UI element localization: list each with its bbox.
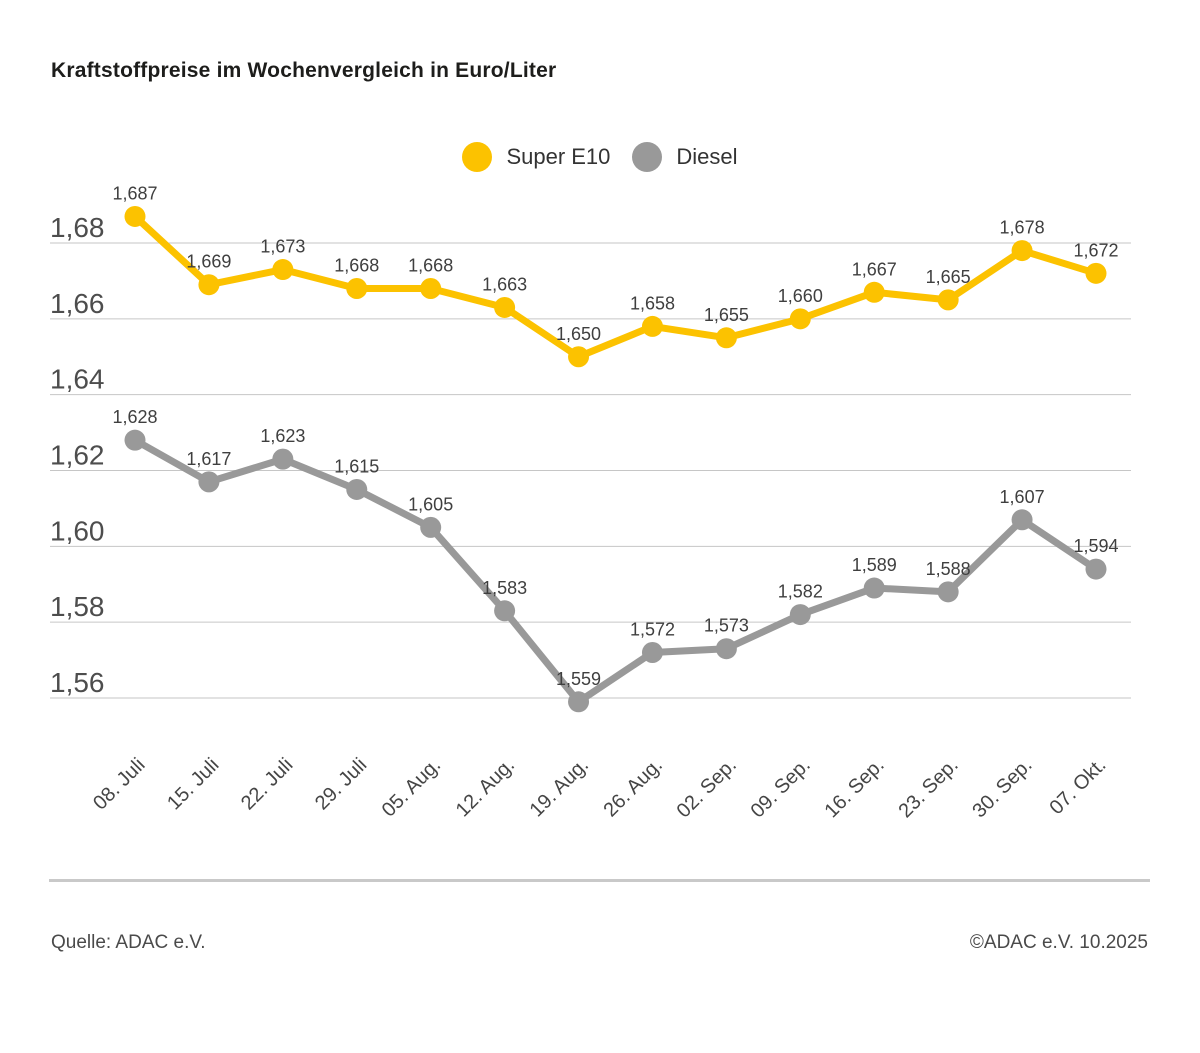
super-e10-data-label: 1,650 — [556, 324, 601, 344]
diesel-data-label: 1,572 — [630, 620, 675, 640]
x-tick-label: 19. Aug. — [526, 754, 593, 821]
diesel-data-label: 1,617 — [186, 449, 231, 469]
diesel-data-label: 1,615 — [334, 456, 379, 476]
super-e10-marker — [198, 274, 220, 296]
super-e10-data-label: 1,673 — [260, 237, 305, 257]
x-tick-label: 07. Okt. — [1045, 754, 1110, 819]
diesel-marker — [1085, 558, 1107, 580]
x-tick-label: 08. Juli — [89, 754, 149, 814]
y-tick-label: 1,56 — [50, 667, 105, 698]
super-e10-data-label: 1,655 — [704, 305, 749, 325]
y-tick-label: 1,62 — [50, 440, 105, 471]
legend: Super E10 Diesel — [0, 142, 1200, 172]
super-e10-marker — [420, 278, 442, 300]
diesel-marker — [863, 577, 885, 599]
super-e10-data-label: 1,669 — [186, 252, 231, 272]
diesel-data-label: 1,594 — [1073, 536, 1118, 556]
super-e10-data-label: 1,660 — [778, 286, 823, 306]
footer-copyright: ©ADAC e.V. 10.2025 — [969, 932, 1148, 953]
diesel-marker — [346, 478, 368, 500]
diesel-marker — [789, 604, 811, 626]
diesel-line — [131, 436, 1100, 706]
super-e10-data-label: 1,672 — [1073, 240, 1118, 260]
x-tick-label: 30. Sep. — [968, 754, 1036, 822]
super-e10-marker — [641, 315, 663, 337]
x-tick-label: 05. Aug. — [378, 754, 445, 821]
super-e10-data-label: 1,668 — [408, 256, 453, 276]
diesel-marker — [568, 691, 590, 713]
diesel-marker — [1011, 509, 1033, 531]
diesel-marker — [641, 642, 663, 664]
super-e10-marker — [1011, 240, 1033, 262]
y-tick-label: 1,60 — [50, 515, 105, 546]
super-e10-data-label: 1,678 — [1000, 218, 1045, 238]
super-e10-marker — [272, 259, 294, 281]
super-e10-marker — [568, 346, 590, 368]
super-e10-marker — [863, 281, 885, 303]
diesel-marker — [420, 516, 442, 538]
super-e10-data-label: 1,663 — [482, 274, 527, 294]
y-tick-label: 1,64 — [50, 364, 105, 395]
y-tick-label: 1,58 — [50, 591, 105, 622]
legend-item-super-e10: Super E10 — [462, 142, 610, 172]
diesel-marker — [124, 429, 146, 451]
diesel-data-label: 1,623 — [260, 426, 305, 446]
diesel-marker — [198, 471, 220, 493]
super-e10-data-label: 1,668 — [334, 256, 379, 276]
diesel-data-label: 1,588 — [926, 559, 971, 579]
footer-source: Quelle: ADAC e.V. — [51, 932, 206, 953]
x-tick-label: 22. Juli — [237, 754, 297, 814]
diesel-data-label: 1,589 — [852, 555, 897, 575]
diesel-marker — [715, 638, 737, 660]
x-tick-label: 12. Aug. — [452, 754, 519, 821]
y-tick-label: 1,68 — [50, 212, 105, 243]
super-e10-marker — [715, 327, 737, 349]
x-tick-label: 29. Juli — [311, 754, 371, 814]
super-e10-data-label: 1,665 — [926, 267, 971, 287]
diesel-dot-icon — [632, 142, 663, 172]
super-e10-marker — [937, 289, 959, 311]
super-e10-dot-icon — [462, 142, 493, 172]
x-tick-label: 23. Sep. — [894, 754, 962, 822]
x-tick-label: 26. Aug. — [600, 754, 667, 821]
super-e10-marker — [1085, 262, 1107, 284]
diesel-data-label: 1,583 — [482, 578, 527, 598]
super-e10-data-label: 1,658 — [630, 293, 675, 313]
diesel-data-label: 1,607 — [1000, 487, 1045, 507]
super-e10-marker — [346, 278, 368, 300]
diesel-data-label: 1,573 — [704, 616, 749, 636]
diesel-marker — [272, 448, 294, 470]
diesel-marker — [494, 600, 516, 622]
diesel-data-label: 1,628 — [112, 407, 157, 427]
super-e10-marker — [789, 308, 811, 330]
super-e10-marker — [494, 296, 516, 318]
x-tick-label: 16. Sep. — [821, 754, 889, 822]
y-tick-label: 1,66 — [50, 288, 105, 319]
x-tick-label: 15. Juli — [163, 754, 223, 814]
super-e10-data-label: 1,667 — [852, 259, 897, 279]
diesel-data-label: 1,605 — [408, 494, 453, 514]
diesel-data-label: 1,559 — [556, 669, 601, 689]
legend-label-super-e10: Super E10 — [506, 144, 611, 169]
super-e10-line — [131, 212, 1100, 361]
super-e10-marker — [124, 205, 146, 227]
footer-divider — [49, 879, 1150, 882]
x-tick-label: 09. Sep. — [747, 754, 815, 822]
super-e10-data-label: 1,687 — [112, 183, 157, 203]
x-tick-label: 02. Sep. — [673, 754, 741, 822]
legend-label-diesel: Diesel — [676, 144, 738, 169]
chart-title: Kraftstoffpreise im Wochenvergleich in E… — [51, 59, 557, 82]
diesel-marker — [937, 581, 959, 603]
legend-item-diesel: Diesel — [632, 142, 738, 172]
diesel-data-label: 1,582 — [778, 582, 823, 602]
